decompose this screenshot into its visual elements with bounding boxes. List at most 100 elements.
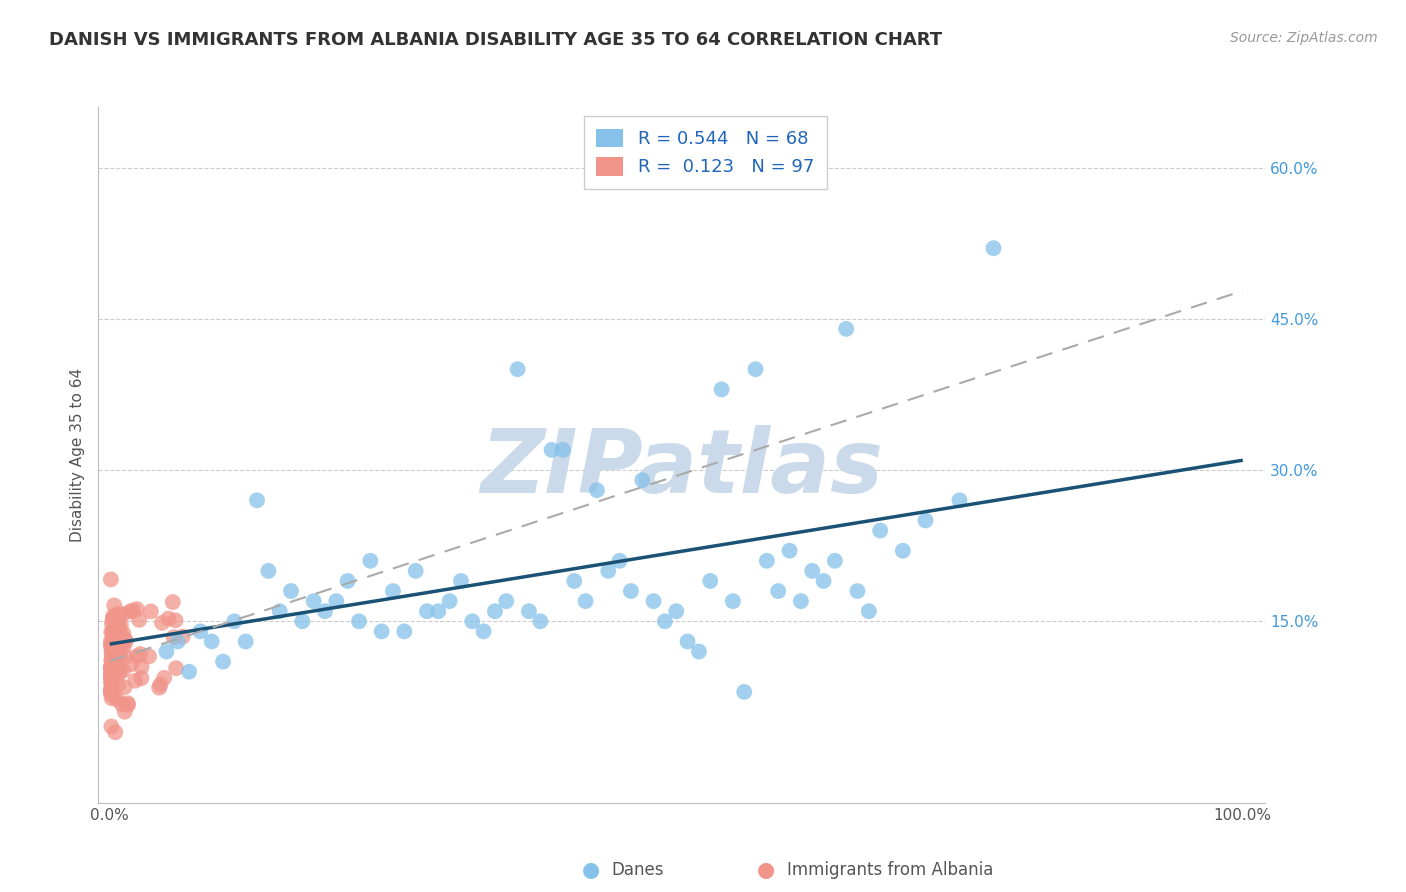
Point bbox=[125, 602, 148, 616]
Point bbox=[824, 554, 846, 568]
Point bbox=[101, 625, 124, 640]
Point bbox=[665, 604, 688, 618]
Point bbox=[529, 615, 551, 629]
Point bbox=[139, 604, 162, 618]
Point bbox=[291, 615, 314, 629]
Y-axis label: Disability Age 35 to 64: Disability Age 35 to 64 bbox=[69, 368, 84, 542]
Point bbox=[108, 648, 131, 663]
Point bbox=[269, 604, 291, 618]
Point bbox=[540, 442, 562, 457]
Point bbox=[112, 640, 135, 654]
Point bbox=[347, 615, 370, 629]
Point bbox=[100, 672, 122, 686]
Point bbox=[104, 725, 127, 739]
Point bbox=[177, 665, 200, 679]
Point bbox=[699, 574, 721, 588]
Point bbox=[129, 647, 152, 661]
Point bbox=[150, 615, 173, 630]
Point bbox=[165, 661, 187, 675]
Point bbox=[212, 655, 235, 669]
Point bbox=[100, 651, 122, 665]
Point bbox=[224, 615, 246, 629]
Point bbox=[107, 614, 129, 628]
Point bbox=[107, 619, 129, 633]
Point bbox=[235, 634, 257, 648]
Point bbox=[155, 644, 177, 658]
Point bbox=[148, 681, 170, 695]
Point bbox=[246, 493, 269, 508]
Point bbox=[439, 594, 461, 608]
Point bbox=[101, 632, 124, 646]
Point bbox=[104, 663, 127, 677]
Point bbox=[105, 628, 128, 642]
Point bbox=[107, 645, 129, 659]
Point bbox=[755, 554, 778, 568]
Point bbox=[405, 564, 427, 578]
Point bbox=[114, 705, 136, 719]
Point bbox=[721, 594, 744, 608]
Point bbox=[101, 673, 124, 687]
Point bbox=[101, 633, 124, 648]
Point bbox=[302, 594, 325, 608]
Point bbox=[506, 362, 529, 376]
Text: ●: ● bbox=[758, 860, 775, 880]
Point bbox=[891, 543, 914, 558]
Point bbox=[166, 634, 188, 648]
Point bbox=[110, 618, 132, 632]
Point bbox=[165, 613, 187, 627]
Point bbox=[105, 692, 128, 706]
Point bbox=[801, 564, 824, 578]
Point bbox=[103, 624, 125, 638]
Point bbox=[325, 594, 347, 608]
Text: Immigrants from Albania: Immigrants from Albania bbox=[787, 861, 994, 879]
Point bbox=[101, 613, 124, 627]
Point bbox=[115, 634, 138, 648]
Point bbox=[359, 554, 381, 568]
Point bbox=[101, 616, 124, 631]
Point bbox=[149, 677, 172, 691]
Point bbox=[575, 594, 598, 608]
Point bbox=[153, 671, 176, 685]
Point bbox=[131, 660, 153, 674]
Point bbox=[710, 383, 733, 397]
Point bbox=[104, 667, 127, 681]
Point bbox=[121, 657, 143, 672]
Point bbox=[101, 642, 124, 657]
Point bbox=[100, 637, 122, 651]
Text: ●: ● bbox=[582, 860, 599, 880]
Point bbox=[103, 599, 125, 613]
Point bbox=[104, 653, 127, 667]
Point bbox=[107, 678, 129, 692]
Text: ZIPatlas: ZIPatlas bbox=[481, 425, 883, 512]
Point bbox=[107, 660, 129, 674]
Point bbox=[103, 663, 125, 677]
Point bbox=[100, 661, 122, 675]
Point bbox=[100, 654, 122, 668]
Point bbox=[112, 607, 135, 621]
Point bbox=[620, 584, 643, 599]
Point bbox=[124, 673, 146, 688]
Point bbox=[105, 653, 128, 667]
Point bbox=[382, 584, 405, 599]
Point bbox=[103, 664, 125, 678]
Point bbox=[111, 697, 134, 711]
Point bbox=[517, 604, 540, 618]
Point bbox=[551, 442, 574, 457]
Point bbox=[117, 696, 139, 710]
Point bbox=[394, 624, 416, 639]
Point bbox=[598, 564, 620, 578]
Point bbox=[125, 649, 148, 664]
Point bbox=[201, 634, 224, 648]
Point bbox=[562, 574, 585, 588]
Point bbox=[100, 661, 122, 675]
Point bbox=[112, 664, 135, 678]
Point bbox=[450, 574, 472, 588]
Point bbox=[114, 680, 136, 694]
Point bbox=[107, 638, 129, 652]
Point bbox=[114, 650, 136, 665]
Point bbox=[100, 666, 122, 681]
Point bbox=[257, 564, 280, 578]
Point bbox=[101, 609, 124, 624]
Point bbox=[100, 682, 122, 697]
Point bbox=[744, 362, 766, 376]
